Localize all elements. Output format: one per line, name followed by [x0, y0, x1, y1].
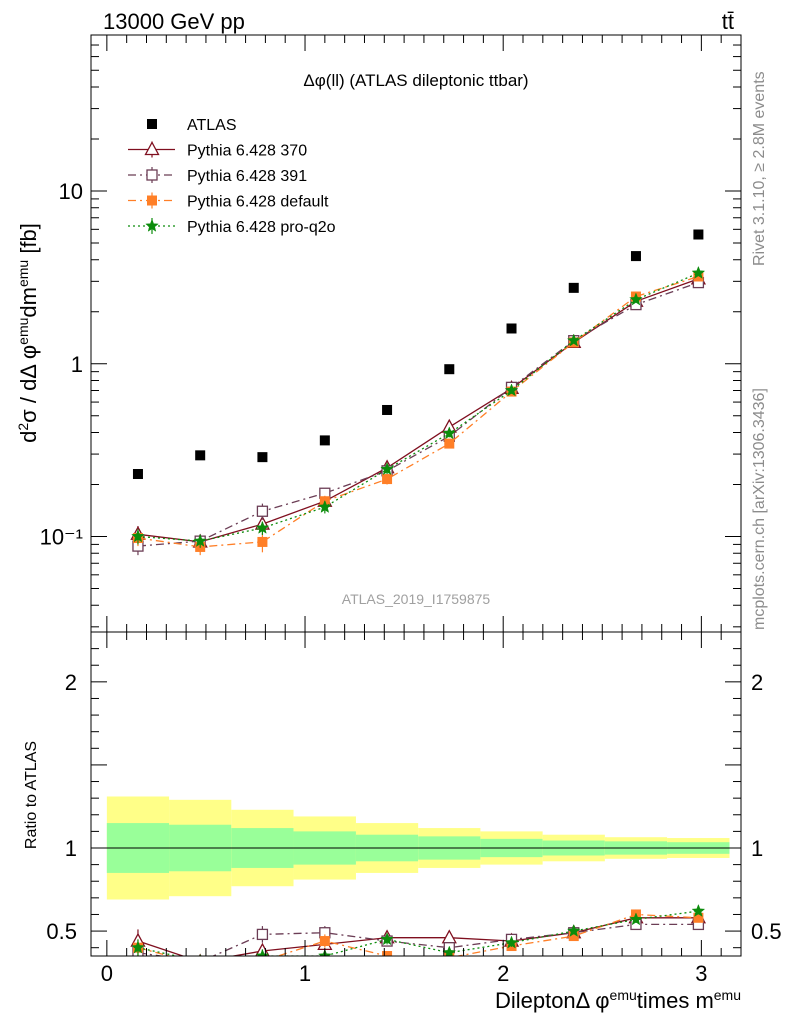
- y-tick-label: 10⁻¹: [40, 524, 83, 549]
- ratio-point: [256, 928, 269, 941]
- data-point: [382, 474, 393, 485]
- y-tick-label: 10: [59, 179, 83, 204]
- x-axis-label: DileptonΔ φemutimes memu: [495, 987, 741, 1013]
- series-2: [132, 276, 705, 556]
- ratio-point: [568, 931, 579, 942]
- y-tick-label: 1: [71, 352, 83, 377]
- series-line: [137, 275, 699, 548]
- ratio-y-tick-label: 1: [65, 836, 77, 861]
- ratio-axis-ticks: 0.5 0.5 1 1 2 2 0 1 2 3: [46, 632, 782, 986]
- legend-marker: [145, 218, 159, 232]
- ratio-frame: [90, 631, 742, 957]
- ratio-point: [693, 912, 704, 923]
- data-point: [566, 333, 581, 347]
- main-panel: ATLAS_2019_I1759875 Δφ(ll) (ATLAS dilept…: [15, 34, 742, 633]
- main-series: [130, 229, 706, 556]
- data-point: [504, 383, 519, 397]
- process-label: tt̄: [722, 9, 734, 34]
- data-point: [444, 364, 455, 375]
- data-point: [132, 469, 143, 480]
- data-point: [193, 533, 208, 547]
- data-point: [630, 251, 641, 262]
- ratio-line: [137, 923, 699, 956]
- data-point: [319, 435, 330, 446]
- data-point: [693, 229, 704, 240]
- ratio-point: [504, 935, 519, 949]
- data-point: [255, 520, 270, 534]
- data-point: [318, 499, 332, 513]
- ratio-point: [195, 959, 205, 969]
- ratio-point: [319, 936, 330, 947]
- series-0: [132, 229, 704, 480]
- x-tick-label: 0: [101, 961, 113, 986]
- data-point: [629, 292, 643, 306]
- ratio-point: [257, 955, 268, 956]
- ratio-point: [566, 923, 581, 937]
- main-axis-ticks: 10⁻¹ 1 10: [40, 34, 742, 632]
- watermark: ATLAS_2019_I1759875: [342, 591, 491, 607]
- ratio-point: [382, 951, 393, 956]
- ratio-series-2: [132, 909, 704, 969]
- series-1: [130, 270, 706, 549]
- x-tick-label: 1: [299, 961, 311, 986]
- legend-label: Pythia 6.428 370: [187, 143, 307, 160]
- ratio-point: [198, 953, 202, 956]
- ratio-series-1: [132, 918, 705, 967]
- ratio-series: [130, 903, 706, 969]
- legend-marker: [147, 195, 157, 206]
- series-line: [137, 278, 699, 543]
- legend-label: ATLAS: [187, 117, 237, 134]
- ratio-y-tick-label-right: 0.5: [751, 919, 782, 944]
- main-y-axis-label: d2σ / dΔ φemudmemu [fb]: [15, 223, 41, 443]
- ratio-y-axis-label: Ratio to ATLAS: [23, 741, 40, 849]
- data-point: [256, 505, 269, 517]
- mcplots-label: mcplots.cern.ch [arXiv:1306.3436]: [751, 388, 768, 630]
- ratio-line: [137, 913, 699, 956]
- main-title: Δφ(ll) (ATLAS dileptonic ttbar): [303, 71, 528, 90]
- data-point: [382, 404, 393, 415]
- energy-label: 13000 GeV pp: [103, 9, 245, 34]
- legend-label: Pythia 6.428 391: [187, 168, 307, 185]
- ratio-y-tick-label: 2: [65, 670, 77, 695]
- ratio-y-tick-label-right: 2: [751, 670, 763, 695]
- ratio-line: [137, 910, 699, 956]
- ratio-series-0: [130, 909, 706, 956]
- legend-label: Pythia 6.428 default: [187, 194, 329, 211]
- ratio-y-tick-label-right: 1: [751, 836, 763, 861]
- x-tick-label: 2: [497, 961, 509, 986]
- data-point: [131, 529, 145, 543]
- data-point: [568, 282, 579, 293]
- data-point: [691, 265, 706, 279]
- legend-marker: [144, 141, 160, 156]
- legend-label: Pythia 6.428 pro-q2o: [187, 219, 336, 236]
- data-point: [380, 462, 394, 476]
- ratio-point: [441, 929, 457, 944]
- ratio-point: [380, 932, 394, 946]
- ratio-point: [629, 912, 643, 926]
- legend-marker: [147, 119, 157, 129]
- ratio-point: [691, 903, 706, 917]
- rivet-label: Rivet 3.1.10, ≥ 2.8M events: [751, 71, 768, 266]
- data-point: [195, 450, 206, 461]
- ratio-line: [137, 917, 699, 956]
- data-point: [257, 536, 268, 547]
- series-4: [131, 265, 706, 548]
- ratio-point: [195, 957, 205, 967]
- series-line: [137, 281, 699, 547]
- ratio-panel: 0.5 0.5 1 1 2 2 0 1 2 3 Ratio to ATLAS DileptonΔ …: [23, 631, 782, 1013]
- ratio-point: [131, 940, 145, 954]
- x-tick-label: 3: [695, 961, 707, 986]
- data-point: [257, 452, 268, 463]
- data-point: [693, 271, 704, 282]
- ratio-point: [442, 945, 457, 956]
- ratio-series-3: [131, 903, 706, 956]
- data-point: [442, 426, 457, 440]
- ratio-y-tick-label: 0.5: [46, 919, 77, 944]
- legend-marker: [146, 169, 158, 181]
- series-line: [137, 272, 699, 542]
- legend: ATLAS Pythia 6.428 370 Pythia 6.428 391 Pyt…: [128, 117, 336, 236]
- data-point: [444, 438, 455, 449]
- data-point: [506, 323, 517, 334]
